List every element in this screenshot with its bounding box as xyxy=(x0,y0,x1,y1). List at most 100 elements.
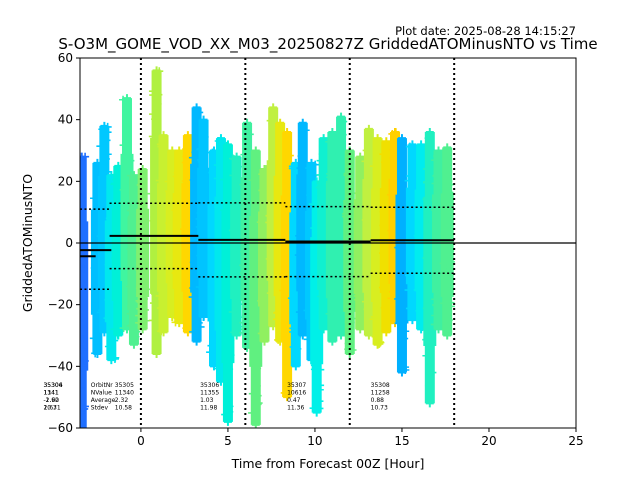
data-point xyxy=(316,381,325,390)
data-point xyxy=(91,298,100,307)
data-point xyxy=(111,254,120,263)
data-point xyxy=(443,276,452,285)
data-point xyxy=(396,251,405,260)
data-point xyxy=(444,316,453,325)
data-point xyxy=(423,164,432,173)
data-point xyxy=(362,146,371,155)
data-point xyxy=(164,177,173,186)
data-point xyxy=(149,91,158,100)
data-point-min xyxy=(192,337,201,346)
data-point xyxy=(370,312,379,321)
data-point xyxy=(207,341,216,350)
data-point xyxy=(303,306,312,315)
data-point xyxy=(191,148,200,157)
data-point xyxy=(373,152,382,161)
data-point xyxy=(310,224,319,233)
y-tick-label: 20 xyxy=(58,174,73,188)
data-point xyxy=(101,154,110,163)
data-point xyxy=(310,361,319,370)
data-point-min xyxy=(328,337,337,346)
data-point xyxy=(239,261,248,270)
data-point xyxy=(190,265,199,274)
data-point-min xyxy=(434,325,443,334)
orbit-stat-value: 10.73 xyxy=(371,405,388,412)
data-point xyxy=(90,264,99,273)
data-point-max xyxy=(100,121,109,130)
data-point-min xyxy=(223,417,232,426)
data-point-max xyxy=(152,66,161,75)
data-point xyxy=(445,244,454,253)
orbit-stat-value: 35304 xyxy=(43,382,62,389)
data-point xyxy=(425,362,434,371)
data-point xyxy=(422,195,431,204)
data-series-column xyxy=(439,143,455,340)
data-point xyxy=(173,168,182,177)
x-tick-label: 5 xyxy=(224,434,232,448)
data-point xyxy=(126,245,135,254)
data-point xyxy=(80,408,87,417)
data-point-min xyxy=(443,331,452,340)
orbit-stat-value: 0.88 xyxy=(371,397,385,404)
data-point xyxy=(398,244,407,253)
x-tick-label: 20 xyxy=(481,434,496,448)
data-series-column xyxy=(265,103,281,331)
data-point xyxy=(381,288,390,297)
data-point xyxy=(422,304,431,313)
data-point xyxy=(414,227,423,236)
data-series-column xyxy=(195,115,211,321)
data-point xyxy=(305,164,314,173)
data-point xyxy=(127,276,136,285)
data-point xyxy=(361,157,370,166)
data-point-max xyxy=(276,118,285,127)
data-point xyxy=(378,283,387,292)
data-point-max xyxy=(425,128,434,136)
data-point xyxy=(379,207,388,216)
x-axis-label: Time from Forecast 00Z [Hour] xyxy=(231,456,425,471)
data-point xyxy=(440,209,449,218)
data-point xyxy=(189,258,198,267)
data-point xyxy=(119,141,128,150)
data-point xyxy=(280,269,289,278)
data-point xyxy=(195,222,204,231)
data-point xyxy=(405,304,414,313)
data-point xyxy=(387,294,396,303)
stats-label: NValue xyxy=(91,390,112,397)
data-point xyxy=(124,165,133,174)
data-point xyxy=(336,155,345,164)
orbit-stat-value: 11258 xyxy=(371,390,390,397)
data-point xyxy=(196,251,205,260)
data-point xyxy=(80,356,89,365)
data-point xyxy=(431,311,440,320)
data-point xyxy=(415,201,424,210)
data-point xyxy=(220,175,229,184)
data-point xyxy=(232,162,241,171)
data-point xyxy=(165,187,174,196)
data-point xyxy=(181,177,190,186)
data-point xyxy=(142,189,151,198)
data-point xyxy=(173,314,182,323)
data-point xyxy=(440,229,449,238)
data-point xyxy=(334,277,343,286)
stats-label: OrbitNr xyxy=(91,382,114,389)
data-point xyxy=(103,314,112,323)
data-point xyxy=(371,332,380,341)
data-point xyxy=(432,171,441,180)
data-point xyxy=(248,389,257,398)
data-point xyxy=(317,253,326,262)
data-point xyxy=(80,335,87,344)
data-point-min xyxy=(159,328,168,337)
data-point xyxy=(135,265,144,274)
data-point xyxy=(258,186,267,195)
data-point xyxy=(298,210,307,219)
data-point xyxy=(344,339,353,348)
orbit-stat-value: 2.63 xyxy=(43,405,57,412)
data-point xyxy=(103,128,112,137)
data-point xyxy=(379,150,388,159)
data-point xyxy=(165,247,174,256)
data-point xyxy=(181,158,190,167)
data-point xyxy=(404,286,413,295)
data-point xyxy=(289,327,298,336)
data-point xyxy=(126,321,135,330)
data-point xyxy=(296,164,305,173)
